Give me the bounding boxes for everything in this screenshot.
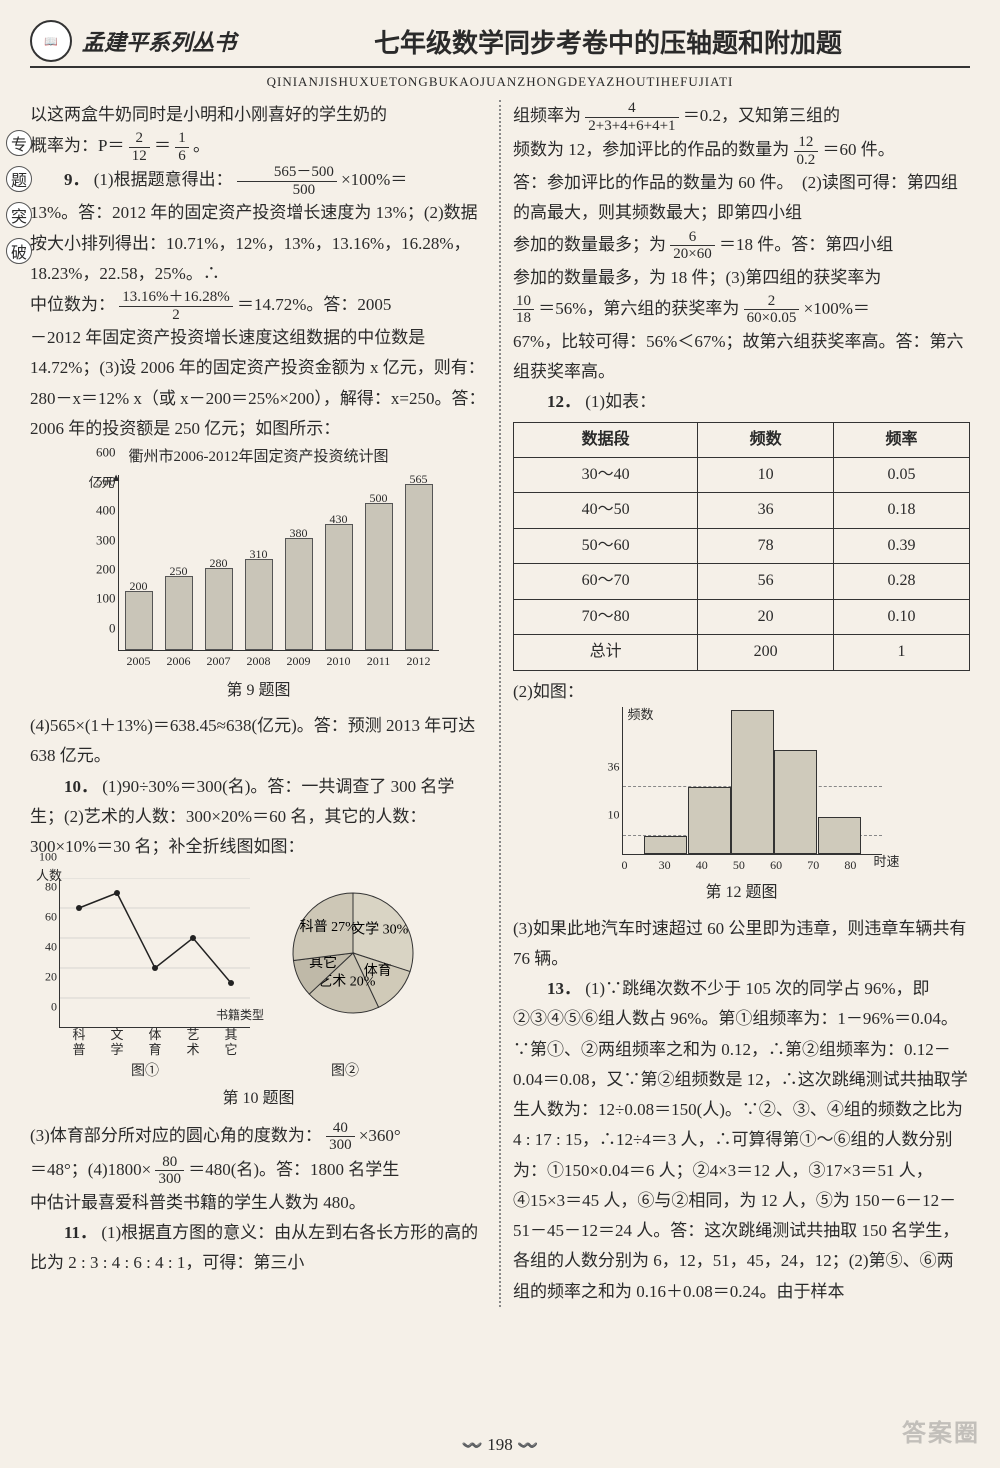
- svg-text:科普 27%: 科普 27%: [300, 920, 357, 936]
- side-badge: 突: [6, 202, 32, 228]
- q12: 12． (1)如表：: [513, 387, 970, 417]
- q12-table: 数据段频数频率30～40100.0540～50360.1850～60780.39…: [513, 422, 970, 671]
- series-title: 孟建平系列丛书: [82, 25, 236, 57]
- q12-figcap: 第 12 题图: [513, 879, 970, 907]
- page-footer: 〰️ 198 〰️: [0, 1435, 1000, 1456]
- decor-right-icon: 〰️: [517, 1436, 538, 1456]
- page-header: 📖 孟建平系列丛书 七年级数学同步考卷中的压轴题和附加题: [30, 20, 970, 68]
- q9: 9． (1)根据题意得出： 565－500500 ×100%＝: [30, 164, 487, 198]
- q9-body2: －2012 年固定资产投资增长速度这组数据的中位数是 14.72%；(3)设 2…: [30, 323, 487, 444]
- decor-left-icon: 〰️: [462, 1436, 483, 1456]
- side-badge: 题: [6, 166, 32, 192]
- subtitle-pinyin: QINIANJISHUXUETONGBUKAOJUANZHONGDEYAZHOU…: [30, 74, 970, 90]
- q13: 13． (1)∵跳绳次数不少于 105 次的同学占 96%，即②③④⑤⑥组人数占…: [513, 974, 970, 1307]
- svg-text:文学 30%: 文学 30%: [351, 922, 408, 938]
- q9-bar-chart: 亿元 ▲0100200300400500600 2002502803103804…: [79, 475, 439, 675]
- prob-intro: 以这两盒牛奶同时是小明和小刚喜好的学生奶的: [30, 100, 487, 130]
- left-column: 以这两盒牛奶同时是小明和小刚喜好的学生奶的 概率为：P＝ 212 ＝ 16 。 …: [30, 100, 487, 1307]
- q12-histogram: 频数 1036 0304050607080 时速: [592, 707, 892, 877]
- table-row: 40～50360.18: [514, 493, 970, 528]
- table-header: 频数: [698, 422, 834, 457]
- table-header: 频率: [834, 422, 970, 457]
- table-row: 60～70560.28: [514, 564, 970, 599]
- q9-median: 中位数为： 13.16%＋16.28%2 ＝14.72%。答：2005: [30, 289, 487, 323]
- r-l1: 组频率为 42+3+4+6+4+1 ＝0.2，又知第三组的: [513, 100, 970, 134]
- r-l6: 1018 ＝56%，第六组的获奖率为 260×0.05 ×100%＝: [513, 293, 970, 327]
- q10: 10． (1)90÷30%＝300(名)。答：一共调查了 300 名学生；(2)…: [30, 772, 487, 863]
- side-badge: 破: [6, 238, 32, 264]
- prob-expr: 概率为：P＝ 212 ＝ 16 。: [30, 130, 487, 164]
- q10-figcap: 第 10 题图: [30, 1085, 487, 1113]
- q10-p4: ＝48°；(4)1800× 80300 ＝480(名)。答：1800 名学生: [30, 1154, 487, 1188]
- q11: 11． (1)根据直方图的意义：由从左到右各长方形的高的比为 2 : 3 : 4…: [30, 1218, 487, 1279]
- side-badge: 专: [6, 130, 32, 156]
- two-column-content: 专题突破 以这两盒牛奶同时是小明和小刚喜好的学生奶的 概率为：P＝ 212 ＝ …: [30, 100, 970, 1307]
- table-row: 总计2001: [514, 635, 970, 670]
- page-title: 七年级数学同步考卷中的压轴题和附加题: [246, 23, 970, 60]
- r-l4: 参加的数量最多；为 620×60 ＝18 件。答：第四小组: [513, 229, 970, 263]
- q10-figures: 人数 020406080100 科普文学体育艺术其它 书籍类型 文学 30%体育…: [30, 868, 487, 1058]
- table-row: 70～80200.10: [514, 599, 970, 634]
- watermark: 答案圈: [902, 1413, 980, 1448]
- q9-body1: 13%。答：2012 年的固定资产投资增长速度为 13%；(2)数据按大小排列得…: [30, 198, 487, 289]
- q9-p4: (4)565×(1＋13%)＝638.45≈638(亿元)。答：预测 2013 …: [30, 711, 487, 772]
- q10-p3: (3)体育部分所对应的圆心角的度数为： 40300 ×360°: [30, 1120, 487, 1154]
- table-header: 数据段: [514, 422, 698, 457]
- q10-pie-chart: 文学 30%体育艺术 20%其它科普 27%: [268, 868, 438, 1038]
- page-number: 198: [487, 1435, 513, 1454]
- r-l2: 频数为 12，参加评比的作品的数量为 120.2 ＝60 件。: [513, 134, 970, 168]
- q9-figcap: 第 9 题图: [30, 677, 487, 705]
- column-divider: [499, 100, 501, 1307]
- logo-icon: 📖: [30, 20, 72, 62]
- side-badges: 专题突破: [6, 130, 32, 264]
- table-row: 50～60780.39: [514, 528, 970, 563]
- table-row: 30～40100.05: [514, 457, 970, 492]
- right-column: 组频率为 42+3+4+6+4+1 ＝0.2，又知第三组的 频数为 12，参加评…: [513, 100, 970, 1307]
- q10-line-chart: 人数 020406080100 科普文学体育艺术其它 书籍类型: [30, 868, 260, 1058]
